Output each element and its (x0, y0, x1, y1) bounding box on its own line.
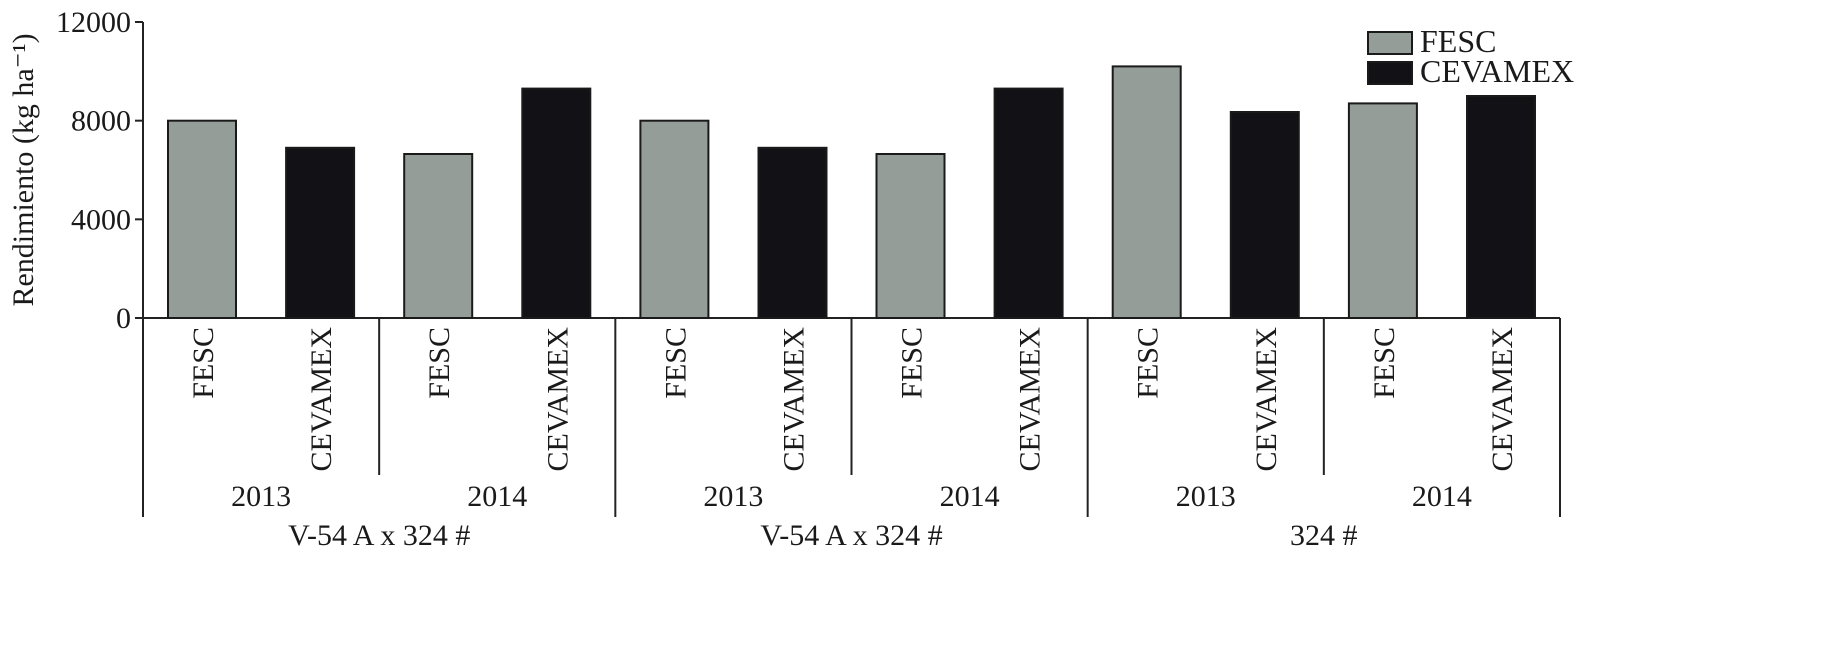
category-label: CEVAMEX (1486, 327, 1519, 472)
group-label: V-54 A x 324 # (760, 519, 942, 552)
bar-9 (1111, 65, 1182, 320)
category-label: CEVAMEX (778, 327, 811, 472)
bar-8 (993, 87, 1064, 319)
category-label: FESC (1368, 327, 1401, 399)
year-label: 2014 (940, 480, 1000, 513)
year-label: 2014 (467, 480, 527, 513)
category-label: FESC (423, 327, 456, 399)
bar-1 (167, 119, 237, 319)
category-label: CEVAMEX (1250, 327, 1283, 472)
year-label: 2013 (231, 480, 291, 513)
legend-swatch-fesc (1367, 31, 1413, 55)
y-axis-title: Rendimiento (kg ha⁻¹) (7, 33, 40, 306)
year-label: 2014 (1412, 480, 1472, 513)
bar-4 (521, 87, 592, 319)
y-tick-label: 4000 (71, 203, 131, 236)
legend-swatch-cevamex (1367, 61, 1413, 85)
category-label: CEVAMEX (305, 327, 338, 472)
category-label: FESC (896, 327, 929, 399)
bar-7 (875, 153, 946, 319)
group-label: V-54 A x 324 # (288, 519, 470, 552)
category-label: FESC (1132, 327, 1165, 399)
y-tick-label: 8000 (71, 105, 131, 138)
year-label: 2013 (703, 480, 763, 513)
axes-layer (135, 21, 1561, 517)
labels-layer: 0 4000 8000 12000 Rendimiento (kg ha⁻¹) FESC C… (7, 6, 1519, 552)
category-label: CEVAMEX (1014, 327, 1047, 472)
bar-5 (639, 119, 710, 319)
category-label: FESC (187, 327, 220, 399)
legend-label-fesc: FESC (1420, 23, 1496, 59)
bar-2 (285, 146, 356, 319)
bar-11 (1347, 102, 1418, 320)
y-tick-label: 12000 (56, 6, 131, 39)
bar-10 (1229, 111, 1300, 319)
bar-6 (757, 146, 828, 319)
group-label: 324 # (1290, 519, 1358, 552)
y-tick-label: 0 (116, 302, 131, 335)
category-label: CEVAMEX (541, 327, 574, 472)
legend-label-cevamex: CEVAMEX (1420, 53, 1574, 89)
bar-3 (403, 153, 474, 319)
category-label: FESC (659, 327, 692, 399)
bar-12 (1466, 95, 1536, 319)
year-label: 2013 (1176, 480, 1236, 513)
bars-layer (167, 65, 1536, 320)
